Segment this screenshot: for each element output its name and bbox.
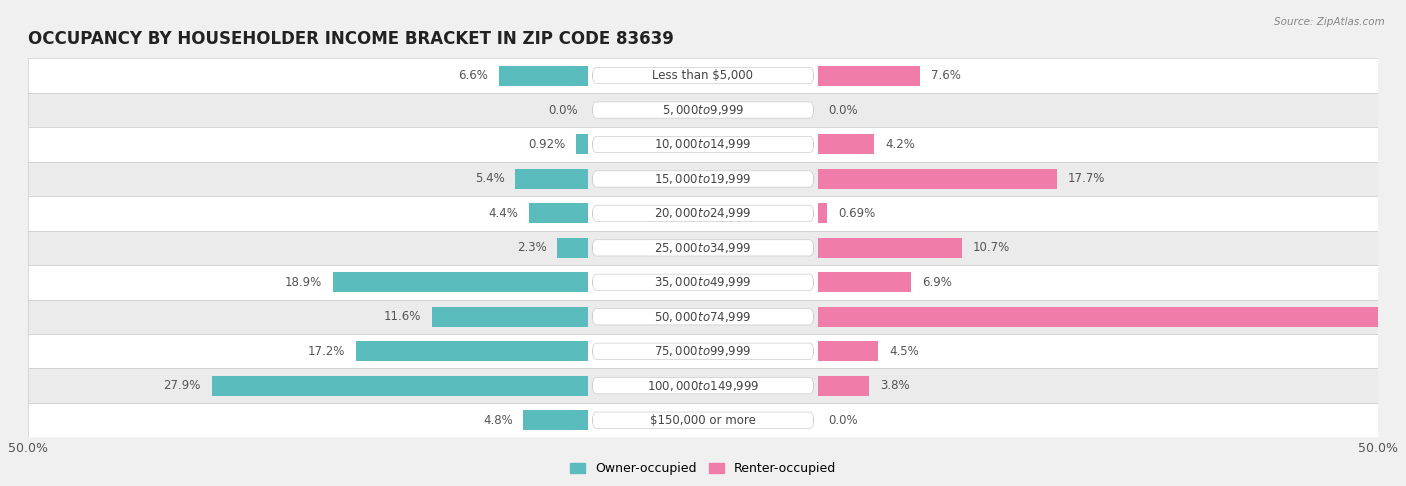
- Text: 6.9%: 6.9%: [922, 276, 952, 289]
- Text: 4.4%: 4.4%: [488, 207, 517, 220]
- Bar: [333, 272, 588, 292]
- FancyBboxPatch shape: [592, 68, 814, 84]
- Bar: [818, 376, 869, 396]
- Text: 4.2%: 4.2%: [886, 138, 915, 151]
- Text: $25,000 to $34,999: $25,000 to $34,999: [654, 241, 752, 255]
- Bar: [818, 307, 1406, 327]
- FancyBboxPatch shape: [592, 309, 814, 325]
- Text: Less than $5,000: Less than $5,000: [652, 69, 754, 82]
- Bar: [28, 127, 1378, 162]
- Text: 27.9%: 27.9%: [163, 379, 201, 392]
- Bar: [212, 376, 588, 396]
- Bar: [818, 272, 911, 292]
- Bar: [818, 204, 827, 224]
- Text: 0.0%: 0.0%: [828, 414, 858, 427]
- Text: $150,000 or more: $150,000 or more: [650, 414, 756, 427]
- Text: 10.7%: 10.7%: [973, 242, 1010, 254]
- Text: 2.3%: 2.3%: [516, 242, 547, 254]
- Text: 11.6%: 11.6%: [384, 310, 420, 323]
- Bar: [28, 231, 1378, 265]
- FancyBboxPatch shape: [592, 102, 814, 118]
- Bar: [516, 169, 588, 189]
- Text: 18.9%: 18.9%: [285, 276, 322, 289]
- Text: 5.4%: 5.4%: [475, 173, 505, 186]
- Text: Source: ZipAtlas.com: Source: ZipAtlas.com: [1274, 17, 1385, 27]
- FancyBboxPatch shape: [592, 240, 814, 256]
- Text: $35,000 to $49,999: $35,000 to $49,999: [654, 276, 752, 289]
- FancyBboxPatch shape: [592, 378, 814, 394]
- Bar: [432, 307, 588, 327]
- Text: 0.0%: 0.0%: [548, 104, 578, 117]
- Bar: [818, 169, 1057, 189]
- Text: $15,000 to $19,999: $15,000 to $19,999: [654, 172, 752, 186]
- Text: 0.0%: 0.0%: [828, 104, 858, 117]
- Bar: [28, 196, 1378, 231]
- Text: 7.6%: 7.6%: [931, 69, 960, 82]
- Bar: [529, 204, 588, 224]
- Text: $20,000 to $24,999: $20,000 to $24,999: [654, 207, 752, 220]
- Text: 17.2%: 17.2%: [308, 345, 346, 358]
- Bar: [557, 238, 588, 258]
- FancyBboxPatch shape: [592, 412, 814, 428]
- Bar: [28, 93, 1378, 127]
- Bar: [818, 135, 875, 155]
- Bar: [28, 334, 1378, 368]
- Bar: [28, 403, 1378, 437]
- Text: 17.7%: 17.7%: [1067, 173, 1105, 186]
- Text: $50,000 to $74,999: $50,000 to $74,999: [654, 310, 752, 324]
- Bar: [818, 341, 879, 361]
- FancyBboxPatch shape: [592, 343, 814, 359]
- Bar: [28, 265, 1378, 299]
- Text: $100,000 to $149,999: $100,000 to $149,999: [647, 379, 759, 393]
- FancyBboxPatch shape: [592, 205, 814, 222]
- Bar: [28, 299, 1378, 334]
- Bar: [356, 341, 588, 361]
- FancyBboxPatch shape: [592, 171, 814, 187]
- Bar: [576, 135, 588, 155]
- Bar: [818, 66, 921, 86]
- Text: 3.8%: 3.8%: [880, 379, 910, 392]
- Bar: [818, 238, 962, 258]
- Bar: [499, 66, 588, 86]
- Text: 0.92%: 0.92%: [527, 138, 565, 151]
- Text: $5,000 to $9,999: $5,000 to $9,999: [662, 103, 744, 117]
- Legend: Owner-occupied, Renter-occupied: Owner-occupied, Renter-occupied: [565, 457, 841, 481]
- Text: 4.8%: 4.8%: [482, 414, 513, 427]
- Bar: [28, 162, 1378, 196]
- Text: 0.69%: 0.69%: [838, 207, 875, 220]
- Text: 4.5%: 4.5%: [889, 345, 920, 358]
- FancyBboxPatch shape: [592, 274, 814, 291]
- FancyBboxPatch shape: [592, 137, 814, 153]
- Text: 6.6%: 6.6%: [458, 69, 488, 82]
- Bar: [28, 58, 1378, 93]
- Bar: [523, 410, 588, 430]
- Text: OCCUPANCY BY HOUSEHOLDER INCOME BRACKET IN ZIP CODE 83639: OCCUPANCY BY HOUSEHOLDER INCOME BRACKET …: [28, 31, 673, 49]
- Text: $75,000 to $99,999: $75,000 to $99,999: [654, 344, 752, 358]
- Text: $10,000 to $14,999: $10,000 to $14,999: [654, 138, 752, 152]
- Bar: [28, 368, 1378, 403]
